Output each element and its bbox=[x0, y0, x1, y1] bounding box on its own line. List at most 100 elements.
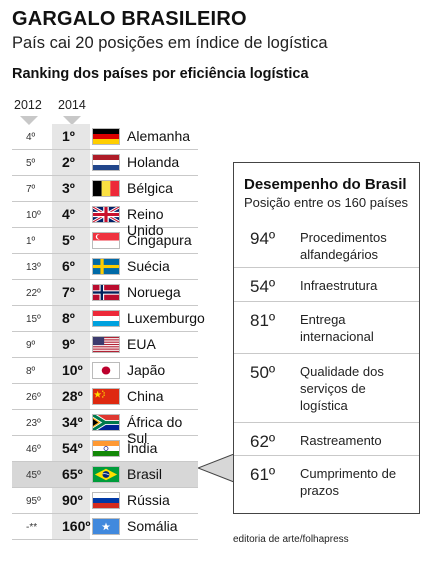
country-name: Rússia bbox=[127, 492, 170, 508]
rank-2012: 9º bbox=[26, 340, 36, 351]
indicator-rank: 50º bbox=[250, 363, 276, 382]
table-row: 9º 9º EUA bbox=[12, 332, 198, 358]
table-row: 45º 65º Brasil bbox=[12, 462, 198, 488]
rank-2012: 10º bbox=[26, 210, 41, 221]
germany-flag bbox=[92, 128, 120, 145]
year-2014-arrow bbox=[63, 116, 81, 125]
year-2012-arrow bbox=[20, 116, 38, 125]
rank-2014: 7º bbox=[62, 284, 75, 300]
rank-2014: 28º bbox=[62, 388, 83, 404]
south-africa-flag bbox=[92, 414, 120, 431]
country-name: China bbox=[127, 388, 164, 404]
chart-subtitle: País cai 20 posições em índice de logíst… bbox=[12, 34, 328, 52]
rank-2012: 13º bbox=[26, 262, 41, 273]
table-row: 8º 10º Japão bbox=[12, 358, 198, 384]
country-name: EUA bbox=[127, 336, 156, 352]
indicator-label: Cumprimento de prazos bbox=[300, 466, 397, 498]
rank-2014: 4º bbox=[62, 206, 75, 222]
rank-2012: 22º bbox=[26, 288, 41, 299]
indicator-rank: 81º bbox=[250, 311, 276, 330]
indicator-label: Infraestrutura bbox=[300, 278, 378, 293]
rank-2014: 3º bbox=[62, 180, 75, 196]
rank-2012: 46º bbox=[26, 444, 41, 455]
rank-2012: 4º bbox=[26, 132, 36, 143]
brasil-pointer bbox=[198, 454, 235, 483]
country-name: Cingapura bbox=[127, 232, 192, 248]
rank-2014: 5º bbox=[62, 232, 75, 248]
country-name: Alemanha bbox=[127, 128, 191, 144]
brasil-box-title: Desempenho do Brasil bbox=[244, 176, 407, 193]
country-name: Reino Unido bbox=[127, 206, 164, 238]
china-flag bbox=[92, 388, 120, 405]
rank-2012: 15º bbox=[26, 314, 41, 325]
table-row: 10º 4º Reino Unido bbox=[12, 202, 198, 238]
country-name: África do Sul bbox=[127, 414, 183, 446]
table-row: 5º 2º Holanda bbox=[12, 150, 198, 176]
singapore-flag bbox=[92, 232, 120, 249]
uk-flag bbox=[92, 206, 120, 223]
table-row: 95º 90º Rússia bbox=[12, 488, 198, 514]
credit: editoria de arte/folhapress bbox=[233, 534, 349, 545]
rank-2012: 7º bbox=[26, 184, 36, 195]
indicator-rank: 94º bbox=[250, 229, 276, 248]
indicator-row: 50º Qualidade dos serviços de logística bbox=[234, 353, 419, 422]
country-name: Brasil bbox=[127, 466, 163, 482]
country-name: Suécia bbox=[127, 258, 170, 274]
russia-flag bbox=[92, 492, 120, 509]
year-2014-label: 2014 bbox=[58, 98, 86, 112]
rank-2012: 26º bbox=[26, 392, 41, 403]
indicator-label: Entrega internacional bbox=[300, 312, 374, 344]
norway-flag bbox=[92, 284, 120, 301]
indicator-rank: 62º bbox=[250, 432, 276, 451]
rank-2012: 5º bbox=[26, 158, 36, 169]
indicator-label: Qualidade dos serviços de logística bbox=[300, 364, 384, 413]
rank-2014: 160º bbox=[62, 518, 91, 534]
country-name: Índia bbox=[127, 440, 158, 456]
japan-flag bbox=[92, 362, 120, 379]
india-flag bbox=[92, 440, 120, 457]
table-row: 26º 28º China bbox=[12, 384, 198, 410]
rank-2012: 45º bbox=[26, 470, 41, 481]
indicator-rank: 54º bbox=[250, 277, 276, 296]
table-row: 46º 54º Índia bbox=[12, 436, 198, 462]
chart-title: GARGALO BRASILEIRO bbox=[12, 8, 247, 30]
table-row: 13º 6º Suécia bbox=[12, 254, 198, 280]
table-row: -** 160º Somália bbox=[12, 514, 198, 540]
rank-2012: 1º bbox=[26, 236, 36, 247]
country-name: Somália bbox=[127, 518, 178, 534]
rank-2014: 9º bbox=[62, 336, 75, 352]
rank-2014: 34º bbox=[62, 414, 83, 430]
year-2012-label: 2012 bbox=[14, 98, 42, 112]
netherlands-flag bbox=[92, 154, 120, 171]
country-name: Bélgica bbox=[127, 180, 173, 196]
indicator-label: Rastreamento bbox=[300, 433, 382, 448]
brasil-performance-box: Desempenho do Brasil Posição entre os 16… bbox=[233, 162, 420, 514]
somalia-flag bbox=[92, 518, 120, 535]
brasil-box-subtitle: Posição entre os 160 países bbox=[244, 195, 409, 210]
table-row: 1º 5º Cingapura bbox=[12, 228, 198, 254]
indicator-label: Procedimentos alfandegários bbox=[300, 230, 387, 262]
table-row: 22º 7º Noruega bbox=[12, 280, 198, 306]
indicator-row: 62º Rastreamento bbox=[234, 422, 419, 455]
country-name: Japão bbox=[127, 362, 166, 378]
rank-2012: 95º bbox=[26, 496, 41, 507]
brazil-flag bbox=[92, 466, 120, 483]
indicator-row: 94º Procedimentos alfandegários bbox=[234, 215, 419, 267]
rank-2014: 54º bbox=[62, 440, 83, 456]
indicator-row: 54º Infraestrutura bbox=[234, 267, 419, 301]
ranking-label: Ranking dos países por eficiência logíst… bbox=[12, 66, 309, 82]
rank-2014: 6º bbox=[62, 258, 75, 274]
table-row: 4º 1º Alemanha bbox=[12, 124, 198, 150]
table-row: 23º 34º África do Sul bbox=[12, 410, 198, 446]
indicator-rank: 61º bbox=[250, 465, 276, 484]
luxembourg-flag bbox=[92, 310, 120, 327]
rank-2012: -** bbox=[26, 522, 38, 533]
country-name: Luxemburgo bbox=[127, 310, 205, 326]
indicator-row: 81º Entrega internacional bbox=[234, 301, 419, 353]
rank-2014: 2º bbox=[62, 154, 75, 170]
rank-2014: 90º bbox=[62, 492, 83, 508]
usa-flag bbox=[92, 336, 120, 353]
belgium-flag bbox=[92, 180, 120, 197]
rank-2014: 10º bbox=[62, 362, 83, 378]
country-name: Noruega bbox=[127, 284, 181, 300]
